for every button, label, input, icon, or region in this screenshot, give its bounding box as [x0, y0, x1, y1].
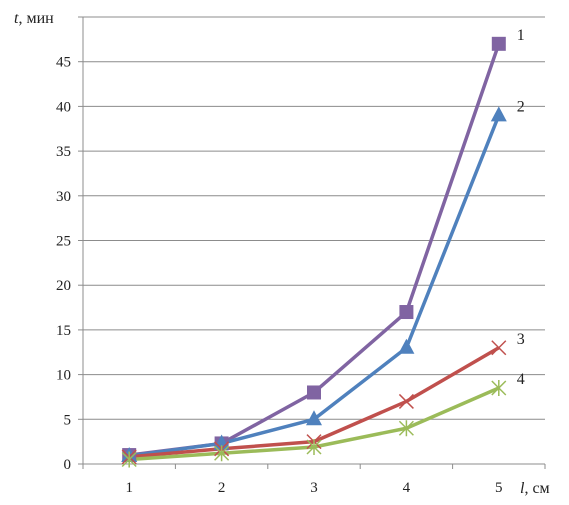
marker-series-1-x3 — [307, 385, 321, 400]
marker-series-4-x1 — [121, 451, 137, 468]
x-axis-unit: , см — [524, 480, 549, 497]
y-tick-label-15: 15 — [56, 323, 71, 339]
series-label-1: 1 — [517, 27, 525, 44]
x-tick-label-4: 4 — [403, 480, 411, 496]
gridlines — [83, 16, 545, 420]
x-tick-label-3: 3 — [310, 480, 318, 496]
y-tick-label-20: 20 — [56, 278, 71, 294]
marker-series-3-x5 — [491, 340, 507, 356]
y-tick-labels: 0 5 10 15 20 25 30 35 40 45 — [56, 55, 71, 473]
y-tick-label-10: 10 — [56, 368, 71, 384]
x-tick-labels: 1 2 3 4 5 — [125, 480, 502, 496]
series-label-2: 2 — [517, 98, 525, 115]
x-tick-label-5: 5 — [495, 480, 503, 496]
y-tick-label-25: 25 — [56, 234, 71, 250]
y-tick-label-45: 45 — [56, 55, 71, 71]
marker-series-2-x3 — [306, 410, 322, 426]
y-tick-label-35: 35 — [56, 144, 71, 160]
marker-series-1-x4 — [399, 305, 414, 320]
series-markers — [121, 36, 507, 468]
marker-series-3-x4-b — [398, 393, 414, 409]
axes — [78, 16, 546, 469]
marker-series-2-x4 — [398, 338, 415, 354]
y-tick-label-0: 0 — [64, 457, 72, 473]
marker-series-2-x5 — [490, 106, 507, 122]
series-label-4: 4 — [517, 371, 525, 388]
marker-series-3-x5-b — [491, 340, 507, 356]
marker-series-4-x5 — [491, 380, 507, 397]
y-axis-label: t, мин — [14, 10, 54, 27]
y-tick-label-30: 30 — [56, 189, 71, 205]
x-tick-label-1: 1 — [125, 480, 133, 496]
x-tick-label-2: 2 — [218, 480, 226, 496]
series-label-3: 3 — [517, 331, 525, 348]
y-axis-unit: , мин — [18, 10, 54, 27]
y-tick-label-5: 5 — [64, 412, 72, 428]
marker-series-4-x3 — [306, 439, 322, 456]
marker-series-4-x4 — [398, 420, 414, 437]
marker-series-3-x4 — [398, 393, 414, 409]
series-labels: 1 2 3 4 — [517, 27, 525, 388]
marker-series-4-x2 — [214, 445, 230, 462]
x-axis-variable: l — [520, 480, 525, 497]
marker-series-1-x5 — [491, 36, 506, 51]
y-axis-variable: t — [14, 10, 19, 27]
x-axis-label: l, см — [520, 480, 550, 497]
y-tick-label-40: 40 — [56, 99, 71, 115]
